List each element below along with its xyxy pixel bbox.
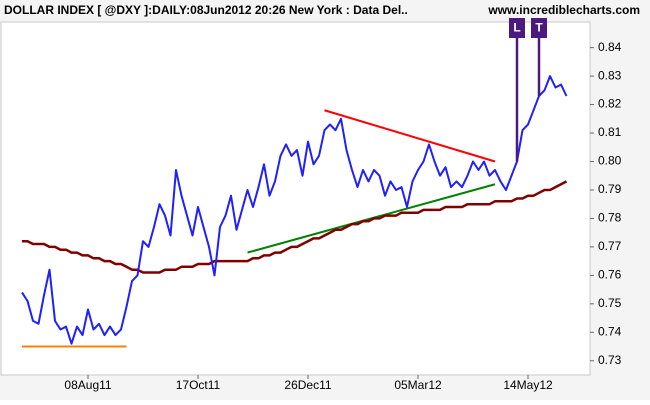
y-tick-label: 0.82	[598, 97, 622, 111]
source: www.incrediblecharts.com	[487, 3, 640, 17]
y-tick-label: 0.76	[598, 268, 622, 282]
y-tick-label: 0.81	[598, 125, 622, 139]
trendline	[247, 183, 496, 254]
y-tick-label: 0.79	[598, 182, 622, 196]
x-tick-label: 26Dec11	[284, 378, 331, 392]
y-tick-label: 0.78	[598, 211, 622, 225]
signal-box	[509, 18, 525, 38]
y-tick-label: 0.74	[598, 324, 622, 338]
signal-label: L	[513, 21, 520, 35]
y-tick-label: 0.80	[598, 154, 622, 168]
signal-label: T	[535, 21, 543, 35]
price-line	[21, 75, 568, 345]
moving-average	[22, 180, 568, 274]
chart-title: DOLLAR INDEX [ @DXY ]:DAILY:08Jun2012 20…	[4, 3, 408, 17]
signal-box	[531, 18, 547, 38]
y-tick-label: 0.84	[598, 40, 622, 54]
y-tick-label: 0.83	[598, 68, 622, 82]
y-tick-label: 0.77	[598, 239, 622, 253]
y-tick-label: 0.75	[598, 296, 622, 310]
trendline	[324, 109, 496, 163]
x-tick-label: 08Aug11	[64, 378, 111, 392]
y-tick-label: 0.73	[598, 353, 622, 367]
plot-area	[0, 21, 591, 376]
x-tick-label: 17Oct11	[176, 378, 221, 392]
x-tick-label: 14May12	[503, 378, 553, 392]
x-tick-label: 05Mar12	[394, 378, 442, 392]
